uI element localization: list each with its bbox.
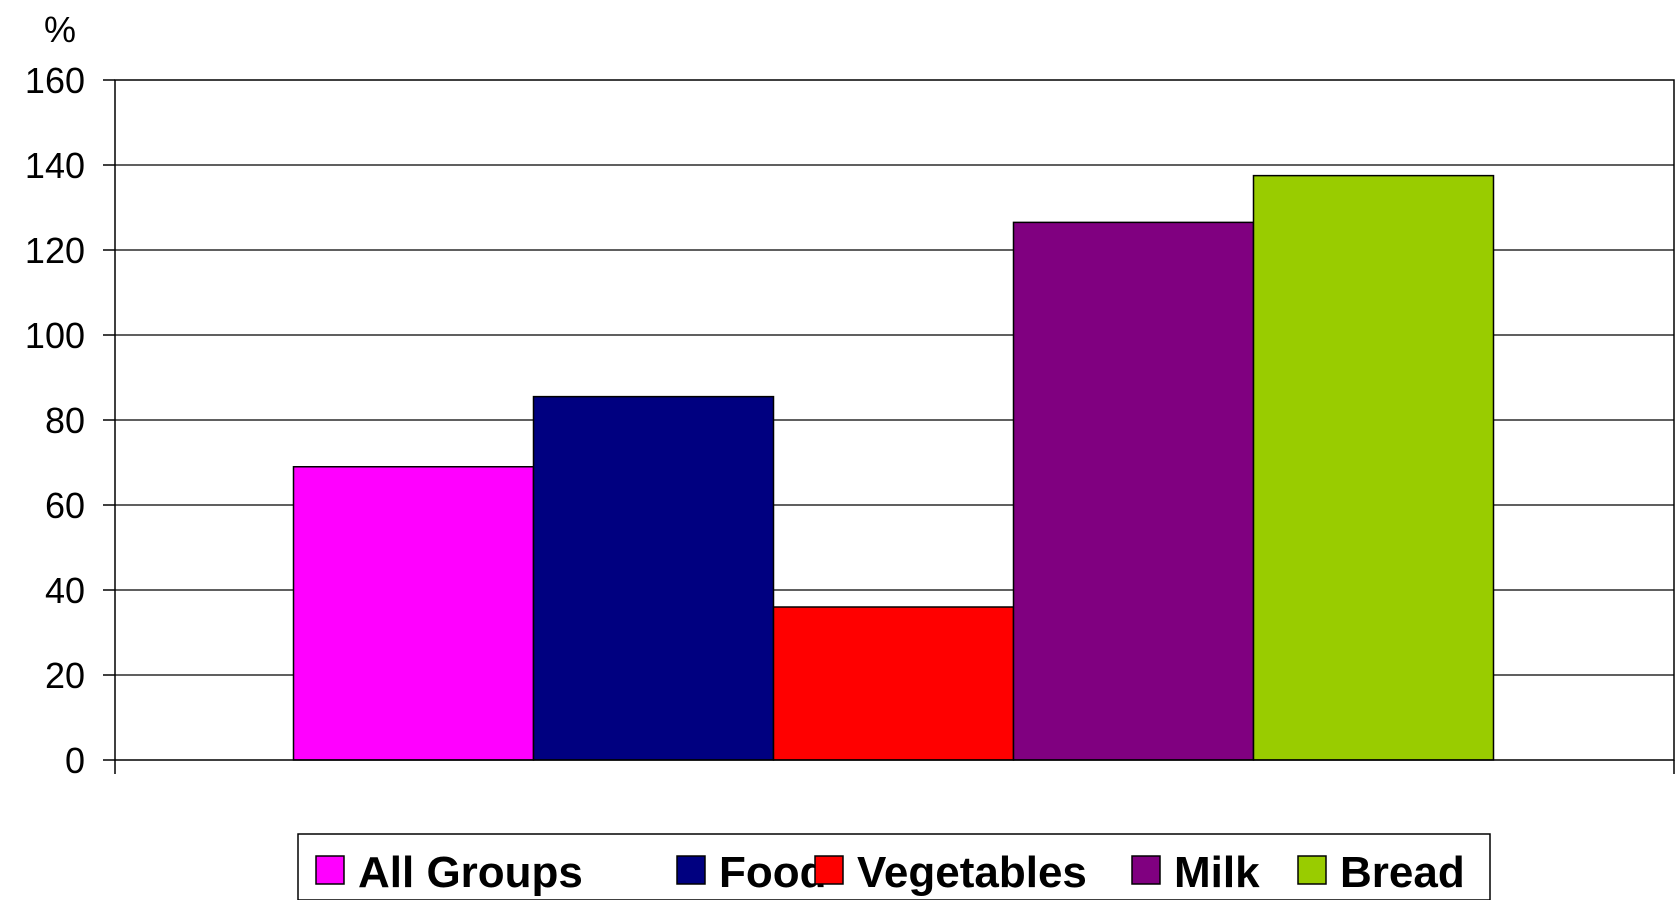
legend-swatch-bread [1297, 855, 1327, 885]
legend-swatch-food [676, 855, 706, 885]
legend: All Groups Food Vegetables Milk Bread [297, 833, 1491, 900]
y-tick-label: 160 [25, 60, 85, 101]
legend-label-vegetables: Vegetables [857, 848, 1087, 897]
bar-vegetables [772, 606, 1015, 761]
legend-label-all-groups: All Groups [358, 848, 583, 897]
bar-bread [1252, 174, 1495, 761]
y-axis-unit-label: % [44, 9, 76, 50]
y-tick-label: 0 [65, 740, 85, 781]
legend-swatch-all-groups [315, 855, 345, 885]
bar-food [532, 395, 775, 761]
y-tick-label: 140 [25, 145, 85, 186]
bar-all-groups [292, 466, 535, 761]
y-tick-labels: 0 20 40 60 80 100 120 140 160 [25, 60, 85, 781]
legend-label-food: Food [719, 848, 827, 897]
legend-swatch-vegetables [814, 855, 844, 885]
y-tick-label: 120 [25, 230, 85, 271]
y-tick-label: 40 [45, 570, 85, 611]
legend-label-bread: Bread [1340, 848, 1465, 897]
bars-group [292, 174, 1495, 761]
bar-milk [1012, 221, 1255, 761]
legend-label-milk: Milk [1174, 848, 1260, 897]
y-tick-label: 100 [25, 315, 85, 356]
legend-box [297, 833, 1491, 900]
y-tick-label: 80 [45, 400, 85, 441]
legend-swatch-milk [1131, 855, 1161, 885]
y-tick-label: 20 [45, 655, 85, 696]
axes [103, 79, 1675, 774]
y-tick-label: 60 [45, 485, 85, 526]
